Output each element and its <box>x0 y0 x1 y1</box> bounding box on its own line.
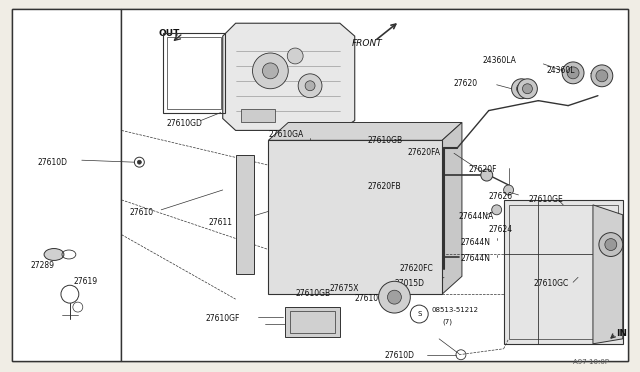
Text: 27620F: 27620F <box>469 165 497 174</box>
Circle shape <box>262 63 278 79</box>
Text: 27624: 27624 <box>489 225 513 234</box>
Circle shape <box>605 238 617 250</box>
Circle shape <box>518 79 538 99</box>
Text: 27015D: 27015D <box>394 279 424 288</box>
Circle shape <box>522 84 532 94</box>
Bar <box>290 311 335 333</box>
Text: 27610D: 27610D <box>37 158 67 167</box>
Circle shape <box>596 70 608 82</box>
Circle shape <box>253 53 288 89</box>
Text: 27620: 27620 <box>454 79 478 88</box>
Circle shape <box>567 67 579 79</box>
Bar <box>285 307 340 337</box>
Text: 27610GA: 27610GA <box>268 131 303 140</box>
Circle shape <box>599 232 623 256</box>
Polygon shape <box>268 122 462 140</box>
Text: 27610: 27610 <box>129 208 154 217</box>
Text: 24360LA: 24360LA <box>483 56 516 65</box>
Text: 27610GD: 27610GD <box>166 119 202 128</box>
Text: S: S <box>417 311 422 317</box>
Text: FRONT: FRONT <box>352 39 383 48</box>
Circle shape <box>481 169 493 181</box>
Text: 27626: 27626 <box>489 192 513 201</box>
Polygon shape <box>223 23 355 131</box>
Bar <box>236 155 253 274</box>
Text: 27610GF: 27610GF <box>206 314 240 323</box>
Circle shape <box>138 160 141 164</box>
Circle shape <box>511 79 531 99</box>
Circle shape <box>562 62 584 84</box>
Text: 27620FB: 27620FB <box>367 182 401 191</box>
Bar <box>241 109 275 122</box>
Text: 27675X: 27675X <box>330 284 360 293</box>
Bar <box>12 9 122 361</box>
Text: 24360L: 24360L <box>547 66 575 75</box>
Text: A97 10:0P: A97 10:0P <box>573 359 609 365</box>
Text: 27644N: 27644N <box>461 238 491 247</box>
Circle shape <box>516 84 527 94</box>
Text: 27619: 27619 <box>74 277 98 286</box>
Text: OUT: OUT <box>158 29 180 38</box>
Ellipse shape <box>44 248 64 260</box>
Text: IN: IN <box>616 329 627 338</box>
Text: 27620FC: 27620FC <box>399 264 433 273</box>
Bar <box>163 33 225 113</box>
Text: 27644N: 27644N <box>461 254 491 263</box>
Polygon shape <box>593 205 623 344</box>
Text: 27610GB: 27610GB <box>367 137 403 145</box>
Circle shape <box>298 74 322 98</box>
Circle shape <box>387 290 401 304</box>
Bar <box>122 9 628 361</box>
Circle shape <box>287 48 303 64</box>
Circle shape <box>591 65 612 87</box>
Text: 27620FA: 27620FA <box>407 148 440 157</box>
Text: 08513-51212: 08513-51212 <box>431 307 478 313</box>
Bar <box>509 205 618 339</box>
Bar <box>167 37 221 109</box>
Bar <box>504 200 623 344</box>
Text: 27611: 27611 <box>209 218 233 227</box>
Circle shape <box>492 205 502 215</box>
Text: 27610GC: 27610GC <box>533 279 569 288</box>
Text: 27610GE: 27610GE <box>529 195 563 204</box>
Circle shape <box>504 185 513 195</box>
Text: 27610GB: 27610GB <box>295 289 330 298</box>
Text: (7): (7) <box>442 319 452 326</box>
Polygon shape <box>442 122 462 294</box>
Text: 27610G: 27610G <box>355 294 385 303</box>
Text: 27644NA: 27644NA <box>459 212 494 221</box>
Text: 27289: 27289 <box>30 262 54 270</box>
Text: 27610D: 27610D <box>385 351 415 360</box>
Circle shape <box>378 281 410 313</box>
Circle shape <box>305 81 315 91</box>
Bar <box>268 140 442 294</box>
